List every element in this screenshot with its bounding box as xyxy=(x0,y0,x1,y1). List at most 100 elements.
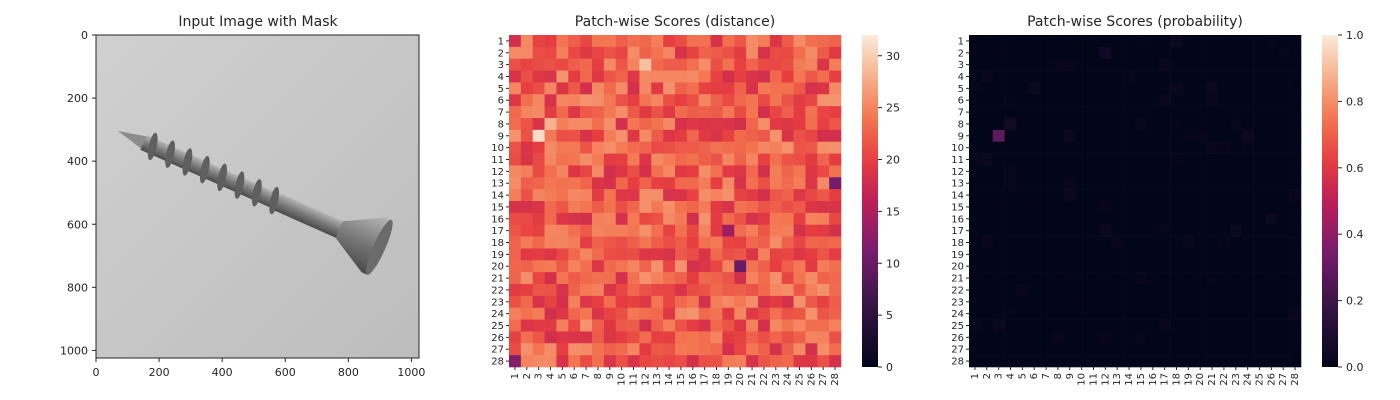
heatmap-cell xyxy=(509,82,522,95)
heatmap-x-tick-label: 15 xyxy=(676,373,687,386)
heatmap-cell xyxy=(1146,260,1160,273)
heatmap-cell xyxy=(1063,260,1077,273)
heatmap-cell xyxy=(1135,201,1148,214)
heatmap-y-tick-label: 2 xyxy=(958,48,964,59)
heatmap-cell xyxy=(734,118,747,131)
heatmap-cell xyxy=(568,46,581,60)
heatmap-cell xyxy=(1182,343,1195,356)
heatmap-cell xyxy=(1099,284,1112,297)
heatmap-cell xyxy=(758,129,771,143)
heatmap-cell xyxy=(758,319,771,332)
heatmap-cell xyxy=(969,153,982,166)
heatmap-cell xyxy=(686,201,700,214)
heatmap-cell xyxy=(980,295,994,309)
heatmap-cell xyxy=(1135,295,1148,309)
heatmap-cell xyxy=(1206,343,1219,356)
heatmap-cell xyxy=(580,307,593,320)
heatmap-cell xyxy=(1040,94,1053,107)
heatmap-cell xyxy=(734,94,747,107)
heatmap-cell xyxy=(734,343,747,356)
heatmap-cell xyxy=(793,189,806,202)
heatmap-cell xyxy=(509,141,522,154)
heatmap-cell xyxy=(992,307,1005,320)
heatmap-cell xyxy=(781,236,794,249)
heatmap-cell xyxy=(1265,94,1278,107)
heatmap-cell xyxy=(1087,355,1100,368)
heatmap-cell xyxy=(544,118,557,131)
heatmap-cell xyxy=(580,201,593,214)
heatmap-cell xyxy=(769,343,783,356)
heatmap-cell xyxy=(992,58,1005,71)
heatmap-cell xyxy=(509,212,522,226)
heatmap-cell xyxy=(758,177,771,190)
heatmap-cell xyxy=(1194,46,1207,60)
heatmap-cell xyxy=(1182,284,1195,297)
heatmap-cell xyxy=(1170,201,1183,214)
heatmap-cell xyxy=(520,307,534,320)
heatmap-cell xyxy=(1052,35,1065,48)
heatmap-cell xyxy=(520,129,534,143)
heatmap-cell xyxy=(1087,224,1100,237)
heatmap-cell xyxy=(1265,260,1278,273)
heatmap-cell xyxy=(1052,118,1065,131)
heatmap-cell xyxy=(969,118,982,131)
heatmap-cell xyxy=(1206,141,1219,154)
heatmap-cell xyxy=(1016,295,1029,309)
heatmap-cell xyxy=(592,355,605,368)
heatmap-cell xyxy=(1016,236,1029,249)
heatmap-cell xyxy=(1277,284,1290,297)
heatmap-cell xyxy=(805,82,818,95)
heatmap-cell xyxy=(615,319,628,332)
heatmap-cell xyxy=(1075,82,1088,95)
heatmap-cell xyxy=(1229,153,1243,166)
heatmap-cell xyxy=(1040,295,1053,309)
heatmap-cell xyxy=(520,58,534,71)
heatmap-cell xyxy=(1229,177,1243,190)
heatmap-cell xyxy=(1016,177,1029,190)
heatmap-cell xyxy=(1194,35,1207,48)
heatmap-cell xyxy=(1040,284,1053,297)
heatmap-cell xyxy=(592,70,605,83)
heatmap-cell xyxy=(1265,141,1278,154)
heatmap-cell xyxy=(1087,153,1100,166)
heatmap-cell xyxy=(615,82,628,95)
heatmap-cell xyxy=(544,272,557,285)
heatmap-cell xyxy=(615,224,628,237)
heatmap-cell xyxy=(1182,106,1195,119)
colorbar-tick-label: 5 xyxy=(886,309,893,322)
heatmap-cell xyxy=(1075,94,1088,107)
heatmap-cell xyxy=(769,165,783,178)
heatmap-cell xyxy=(710,260,723,273)
heatmap-cell xyxy=(603,82,617,95)
heatmap-cell xyxy=(1087,307,1100,320)
heatmap-cell xyxy=(1028,224,1041,237)
heatmap-cell xyxy=(568,319,581,332)
heatmap-cell xyxy=(532,224,545,237)
heatmap-cell xyxy=(969,260,982,273)
heatmap-cell xyxy=(1241,236,1254,249)
heatmap-cell xyxy=(509,189,522,202)
heatmap-cell xyxy=(817,355,830,368)
heatmap-cell xyxy=(734,212,747,226)
heatmap-cell xyxy=(686,46,700,60)
heatmap-cell xyxy=(651,355,664,368)
heatmap-cell xyxy=(1028,106,1041,119)
heatmap-cell xyxy=(1253,224,1266,237)
heatmap-cell xyxy=(686,272,700,285)
heatmap-cell xyxy=(1028,236,1041,249)
heatmap-cell xyxy=(1229,46,1243,60)
heatmap-cell xyxy=(615,212,628,226)
heatmap-cell xyxy=(1111,295,1124,309)
heatmap-cell xyxy=(1052,331,1065,344)
heatmap-cell xyxy=(627,272,640,285)
heatmap-cell xyxy=(1135,272,1148,285)
heatmap-cell xyxy=(722,284,735,297)
heatmap-cell xyxy=(1063,165,1077,178)
heatmap-cell xyxy=(992,272,1005,285)
heatmap-cell xyxy=(769,331,783,344)
heatmap-cell xyxy=(1158,94,1171,107)
heatmap-cell xyxy=(769,201,783,214)
heatmap-cell xyxy=(686,343,700,356)
heatmap-x-tick-label: 16 xyxy=(688,373,699,386)
heatmap-cell xyxy=(1087,343,1100,356)
